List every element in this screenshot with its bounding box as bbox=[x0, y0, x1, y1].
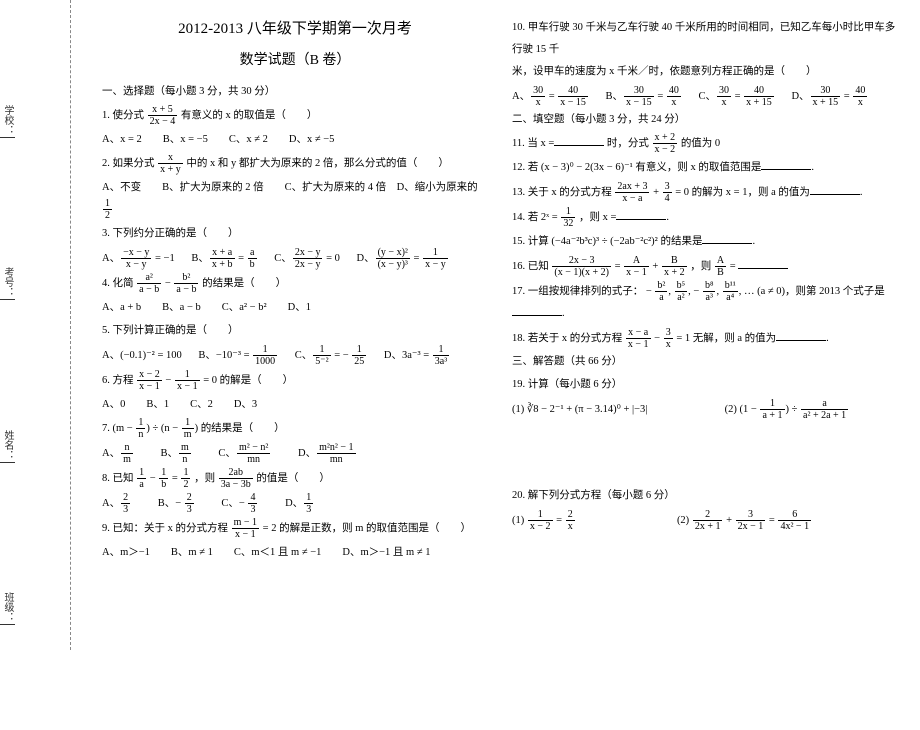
question-5: 5. 下列计算正确的是（ ） bbox=[102, 320, 488, 342]
question-18: 18. 若关于 x 的分式方程 x − ax − 1 − 3x = 1 无解，则… bbox=[512, 327, 898, 350]
question-17: 17. 一组按规律排列的式子： − b²a, b⁵a², − b⁸a³, b¹¹… bbox=[512, 280, 898, 325]
question-2-options: A、不变 B、扩大为原来的 2 倍 C、扩大为原来的 4 倍 D、缩小为原来的1… bbox=[102, 177, 488, 221]
question-3: 3. 下列约分正确的是（ ） bbox=[102, 223, 488, 245]
question-5-options: A、(−0.1)⁻² = 100 B、−10⁻³ = 11000 C、15⁻² … bbox=[102, 344, 488, 367]
question-16: 16. 已知 2x − 3(x − 1)(x + 2) = Ax − 1 + B… bbox=[512, 255, 898, 278]
question-7-options: A、nm B、mn C、m² − n²mn D、m²n² − 1mn bbox=[102, 442, 488, 465]
question-10: 10. 甲车行驶 30 千米与乙车行驶 40 千米所用的时间相同，已知乙车每小时… bbox=[512, 17, 898, 83]
question-7: 7. (m − 1n) ÷ (n − 1m) 的结果是（ ） bbox=[102, 417, 488, 440]
margin-labels: 学校： 考号： 姓名： 班级： bbox=[0, 0, 15, 730]
question-1-options: A、x = 2 B、x = −5 C、x ≠ 2 D、x ≠ −5 bbox=[102, 129, 488, 150]
question-12: 12. 若 (x − 3)⁰ − 2(3x − 6)⁻¹ 有意义，则 x 的取值… bbox=[512, 157, 898, 179]
question-9: 9. 已知：关于 x 的分式方程 m − 1x − 1 = 2 的解是正数，则 … bbox=[102, 517, 488, 540]
question-20-parts: (1) 1x − 2 = 2x (2) 22x + 1 + 32x − 1 = … bbox=[512, 509, 898, 532]
question-19: 19. 计算（每小题 6 分） bbox=[512, 374, 898, 396]
question-19-parts: (1) ∛8 − 2⁻¹ + (π − 3.14)⁰ + |−3| (2) (1… bbox=[512, 398, 898, 421]
right-column: 10. 甲车行驶 30 千米与乙车行驶 40 千米所用的时间相同，已知乙车每小时… bbox=[500, 15, 910, 640]
question-3-options: A、−x − yx − y = −1 B、x + ax + b = ab C、2… bbox=[102, 247, 488, 270]
question-8-options: A、23 B、− 23 C、− 43 D、13 bbox=[102, 492, 488, 515]
answer-sheet-margin: 学校： 考号： 姓名： 班级： bbox=[0, 0, 71, 650]
question-13: 13. 关于 x 的分式方程 2ax + 3x − a + 34 = 0 的解为… bbox=[512, 181, 898, 204]
question-9-options: A、m＞−1 B、m ≠ 1 C、m＜1 且 m ≠ −1 D、m＞−1 且 m… bbox=[102, 542, 488, 563]
section-1-heading: 一、选择题（每小题 3 分，共 30 分） bbox=[102, 82, 488, 102]
margin-id: 考号： bbox=[0, 267, 15, 300]
question-15: 15. 计算 (−4a⁻²b³c)³ ÷ (−2ab⁻²c²)² 的结果是. bbox=[512, 231, 898, 253]
section-2-heading: 二、填空题（每小题 3 分，共 24 分） bbox=[512, 110, 898, 130]
exam-subtitle: 数学试题（B 卷） bbox=[102, 48, 488, 75]
question-2: 2. 如果分式 xx + y 中的 x 和 y 都扩大为原来的 2 倍，那么分式… bbox=[102, 152, 488, 175]
exam-content: 2012-2013 八年级下学期第一次月考 数学试题（B 卷） 一、选择题（每小… bbox=[80, 0, 920, 650]
question-6-options: A、0 B、1 C、2 D、3 bbox=[102, 394, 488, 415]
question-4: 4. 化简 a²a − b − b²a − b 的结果是（ ） bbox=[102, 272, 488, 295]
margin-school: 学校： bbox=[0, 105, 15, 138]
margin-class: 班级： bbox=[0, 592, 15, 625]
question-11: 11. 当 x = 时，分式 x + 2x − 2 的值为 0 bbox=[512, 132, 898, 155]
section-3-heading: 三、解答题（共 66 分） bbox=[512, 352, 898, 372]
question-14: 14. 若 2ˣ = 132 ，则 x =. bbox=[512, 206, 898, 229]
question-4-options: A、a + b B、a − b C、a² − b² D、1 bbox=[102, 297, 488, 318]
margin-name: 姓名： bbox=[0, 430, 15, 463]
question-6: 6. 方程 x − 2x − 1 − 1x − 1 = 0 的解是（ ） bbox=[102, 369, 488, 392]
question-1: 1. 使分式 x + 52x − 4 有意义的 x 的取值是（ ） bbox=[102, 104, 488, 127]
exam-title: 2012-2013 八年级下学期第一次月考 bbox=[102, 15, 488, 44]
question-10-options: A、30x = 40x − 15 B、30x − 15 = 40x C、30x … bbox=[512, 85, 898, 108]
question-20: 20. 解下列分式方程（每小题 6 分） bbox=[512, 485, 898, 507]
question-8: 8. 已知 1a − 1b = 12 ，则 2ab3a − 3b 的值是（ ） bbox=[102, 467, 488, 490]
left-column: 2012-2013 八年级下学期第一次月考 数学试题（B 卷） 一、选择题（每小… bbox=[90, 15, 500, 640]
